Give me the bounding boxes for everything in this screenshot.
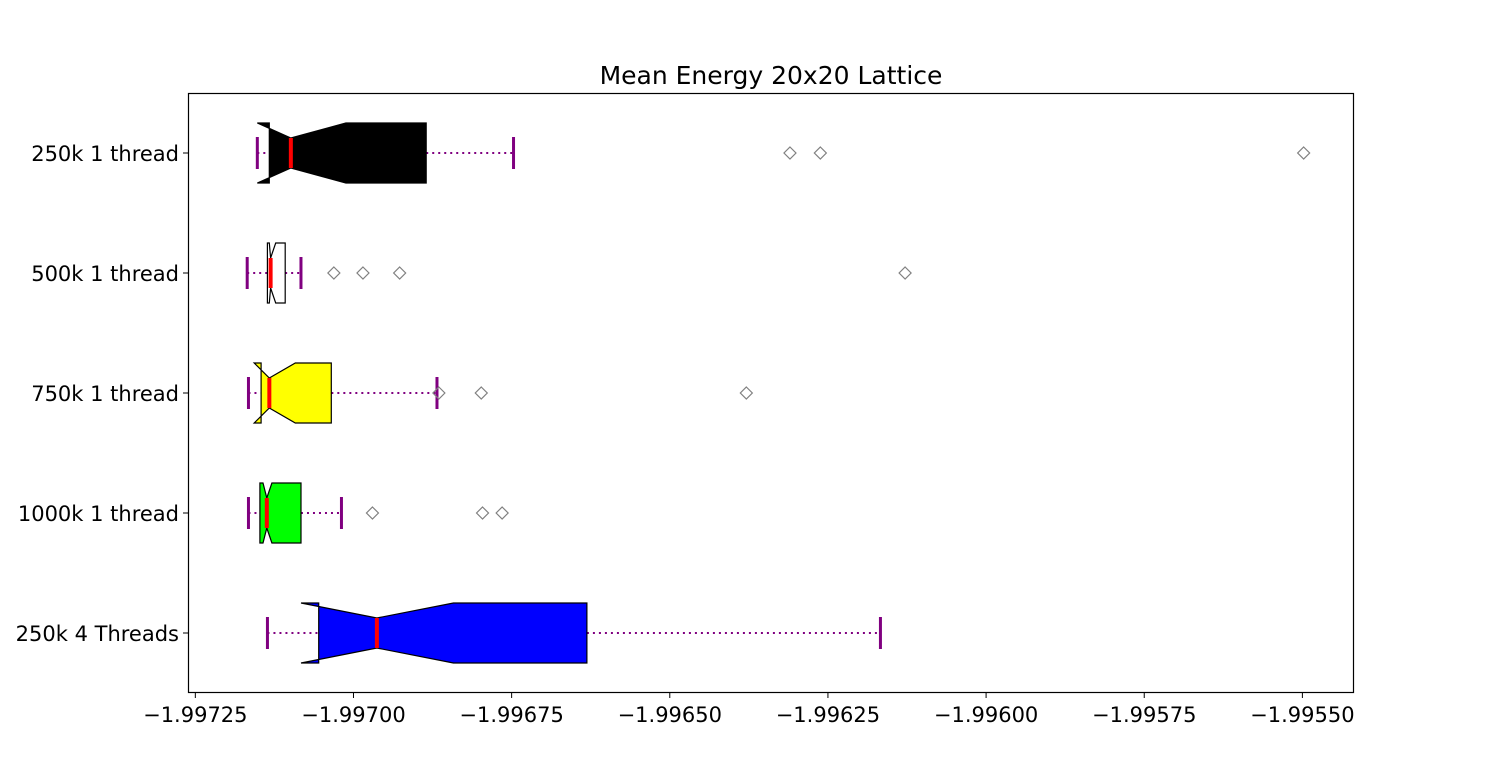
outlier-point xyxy=(356,266,370,280)
notched-box xyxy=(300,602,588,664)
x-tick-label: −1.99625 xyxy=(776,703,880,727)
outlier-point xyxy=(475,506,490,520)
y-tick-label: 250k 4 Threads xyxy=(16,622,179,646)
x-tick-label: −1.99550 xyxy=(1250,703,1354,727)
notched-box xyxy=(259,482,302,544)
y-axis: 250k 1 thread 500k 1 thread 750k 1 thread 1… xyxy=(16,142,189,646)
outlier-point xyxy=(783,146,797,160)
outlier-point xyxy=(365,506,380,520)
x-tick-label: −1.99600 xyxy=(934,703,1038,727)
outlier-point xyxy=(327,266,341,280)
outlier-point xyxy=(432,386,446,400)
y-tick-label: 750k 1 thread xyxy=(31,382,179,406)
outlier-point xyxy=(813,146,828,160)
box-group xyxy=(245,242,912,304)
outlier-point xyxy=(495,506,509,520)
x-tick-label: −1.99650 xyxy=(618,703,722,727)
notched-box xyxy=(252,362,332,424)
x-axis: −1.99725 −1.99700 −1.99675 −1.99650 −1.99625… xyxy=(143,692,1355,727)
x-tick-label: −1.99725 xyxy=(143,703,247,727)
y-tick-label: 1000k 1 thread xyxy=(18,502,179,526)
outlier-point xyxy=(392,266,407,280)
plot-frame xyxy=(187,92,1355,694)
plot-area xyxy=(245,122,1311,664)
box-group xyxy=(265,602,882,664)
outlier-point xyxy=(739,386,754,400)
x-tick-label: −1.99700 xyxy=(301,703,405,727)
y-tick-label: 250k 1 thread xyxy=(31,142,179,166)
y-tick-label: 500k 1 thread xyxy=(31,262,179,286)
box-group xyxy=(246,482,509,544)
chart-title: Mean Energy 20x20 Lattice xyxy=(600,61,943,90)
notched-box xyxy=(257,122,427,184)
outlier-point xyxy=(474,386,489,400)
x-tick-label: −1.99575 xyxy=(1092,703,1196,727)
outlier-point xyxy=(1296,146,1311,160)
x-tick-label: −1.99675 xyxy=(459,703,563,727)
outlier-point xyxy=(898,266,912,280)
box-group xyxy=(255,122,1311,184)
box-group xyxy=(246,362,754,424)
